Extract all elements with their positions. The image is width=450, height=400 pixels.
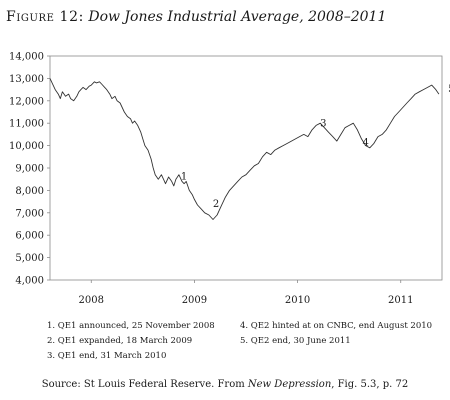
y-tick-label-8: 12,000 [9, 96, 44, 107]
event-annotation-5: 5 [448, 84, 450, 95]
source-suffix: , Fig. 5.3, p. 72 [331, 379, 409, 390]
y-tick-label-6: 10,000 [9, 141, 44, 152]
note-3: 3. QE1 end, 31 March 2010 [47, 351, 167, 361]
y-tick-label-5: 9,000 [15, 164, 44, 175]
source-prefix: Source: St Louis Federal Reserve. From [41, 379, 248, 390]
figure-subtitle: Dow Jones Industrial Average, 2008–2011 [88, 9, 387, 25]
note-4: 4. QE2 hinted at on CNBC, end August 201… [240, 321, 433, 331]
plot-frame [49, 55, 443, 281]
dow-jones-line-chart: 4,000 5,000 6,000 7,000 8,000 9,000 10,000 11,0… [9, 52, 450, 307]
event-annotation-4: 4 [362, 137, 368, 148]
y-tick-label-1: 5,000 [15, 253, 44, 264]
y-tick-label-9: 13,000 [9, 74, 44, 85]
y-tick-label-7: 11,000 [9, 119, 44, 130]
series-line-0 [49, 78, 440, 220]
x-tick-label-1: 2009 [182, 295, 207, 306]
event-annotation-3: 3 [320, 118, 326, 129]
figure-title: Figure 12: Dow Jones Industrial Average,… [6, 8, 446, 26]
note-2: 2. QE1 expanded, 18 March 2009 [47, 336, 193, 346]
event-annotation-2: 2 [213, 199, 219, 210]
y-tick-label-2: 6,000 [15, 231, 44, 242]
source-line: Source: St Louis Federal Reserve. From N… [0, 378, 450, 392]
y-tick-label-4: 8,000 [15, 186, 44, 197]
x-tick-label-0: 2008 [79, 295, 104, 306]
source-book-title: New Depression [247, 379, 332, 390]
figure-label: Figure 12: [6, 9, 84, 25]
note-1: 1. QE1 announced, 25 November 2008 [47, 321, 215, 331]
x-tick-label-2: 2010 [285, 295, 310, 306]
note-5: 5. QE2 end, 30 June 2011 [240, 336, 351, 346]
x-tick-label-3: 2011 [388, 295, 413, 306]
event-annotation-1: 1 [181, 172, 187, 183]
chart-container: 4,000 5,000 6,000 7,000 8,000 9,000 10,000 11,0… [0, 44, 450, 314]
y-tick-label-10: 14,000 [9, 52, 44, 63]
annotation-notes: 1. QE1 announced, 25 November 2008 4. QE… [47, 320, 447, 363]
y-tick-label-0: 4,000 [15, 276, 44, 287]
y-tick-label-3: 7,000 [15, 208, 44, 219]
